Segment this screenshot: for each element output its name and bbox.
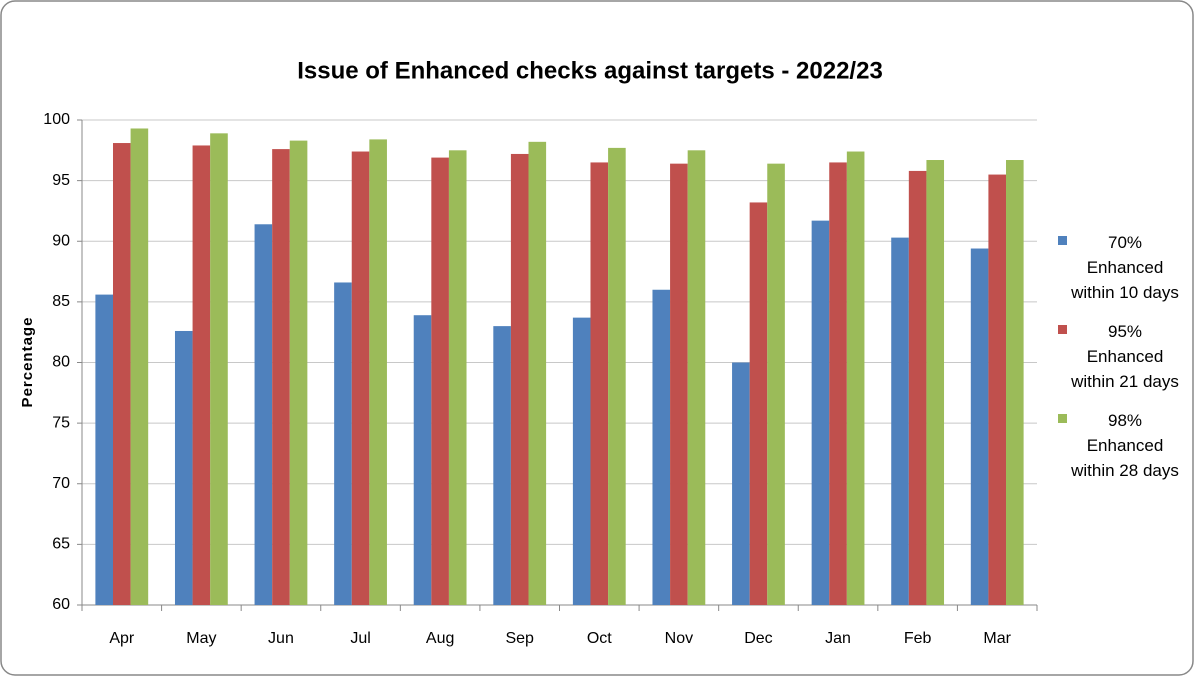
bar <box>652 289 671 605</box>
chart-title: Issue of Enhanced checks against targets… <box>297 57 883 84</box>
legend-swatch <box>1058 325 1067 334</box>
bar <box>192 145 211 605</box>
y-tick-label: 95 <box>52 172 70 189</box>
y-tick-label: 80 <box>52 354 70 371</box>
x-tick-label: May <box>186 630 216 647</box>
legend-label: 70% Enhanced within 10 days <box>1071 233 1179 302</box>
x-tick-label: Mar <box>983 630 1011 647</box>
bar <box>351 151 370 605</box>
x-tick-label: Sep <box>505 630 534 647</box>
y-tick-label: 65 <box>52 536 70 553</box>
legend: 70% Enhanced within 10 days 95% Enhanced … <box>1058 230 1188 497</box>
x-tick-label: Apr <box>109 630 135 647</box>
y-tick-label: 85 <box>52 293 70 310</box>
bar <box>608 147 626 605</box>
x-tick-label: Aug <box>426 630 454 647</box>
bar <box>130 128 149 606</box>
bar <box>369 139 387 605</box>
bar <box>210 133 228 605</box>
bar <box>95 294 113 605</box>
x-tick-label: Jul <box>350 630 370 647</box>
bar <box>811 220 830 605</box>
legend-item: 70% Enhanced within 10 days <box>1058 230 1188 305</box>
y-tick-label: 100 <box>43 111 70 128</box>
legend-item: 98% Enhanced within 28 days <box>1058 408 1188 483</box>
legend-swatch <box>1058 236 1067 245</box>
bar <box>732 362 750 605</box>
bar <box>926 160 945 605</box>
bar <box>289 140 308 606</box>
y-tick-label: 60 <box>52 596 70 613</box>
bar <box>988 174 1007 605</box>
y-axis-label: Percentage <box>19 317 36 408</box>
bar <box>670 163 688 605</box>
bar <box>528 141 547 605</box>
x-tick-label: Nov <box>665 630 693 647</box>
bar <box>749 202 768 605</box>
bar <box>767 163 785 605</box>
legend-label: 98% Enhanced within 28 days <box>1071 411 1179 480</box>
bar <box>510 153 529 605</box>
bar <box>846 151 865 605</box>
bar <box>590 162 609 605</box>
y-tick-label: 75 <box>52 414 70 431</box>
legend-item: 95% Enhanced within 21 days <box>1058 319 1188 394</box>
bar <box>908 170 927 606</box>
bar <box>272 149 290 605</box>
bar <box>174 330 193 605</box>
bar <box>413 315 432 605</box>
y-tick-label: 90 <box>52 232 70 249</box>
x-tick-label: Jan <box>825 630 851 647</box>
bar <box>493 326 511 605</box>
legend-swatch <box>1058 414 1067 423</box>
bar <box>829 162 847 605</box>
bar <box>112 143 131 605</box>
x-tick-label: Dec <box>744 630 772 647</box>
x-tick-label: Feb <box>904 630 932 647</box>
x-tick-label: Jun <box>268 630 294 647</box>
legend-label: 95% Enhanced within 21 days <box>1071 322 1179 391</box>
bar <box>572 317 591 605</box>
bar <box>254 224 273 605</box>
x-tick-label: Oct <box>587 630 612 647</box>
bar <box>334 282 352 605</box>
bar <box>448 150 467 605</box>
bar <box>431 157 449 605</box>
bar <box>687 150 706 605</box>
bar <box>1006 160 1024 605</box>
bar <box>891 237 909 606</box>
y-tick-label: 70 <box>52 475 70 492</box>
bar <box>970 248 989 605</box>
